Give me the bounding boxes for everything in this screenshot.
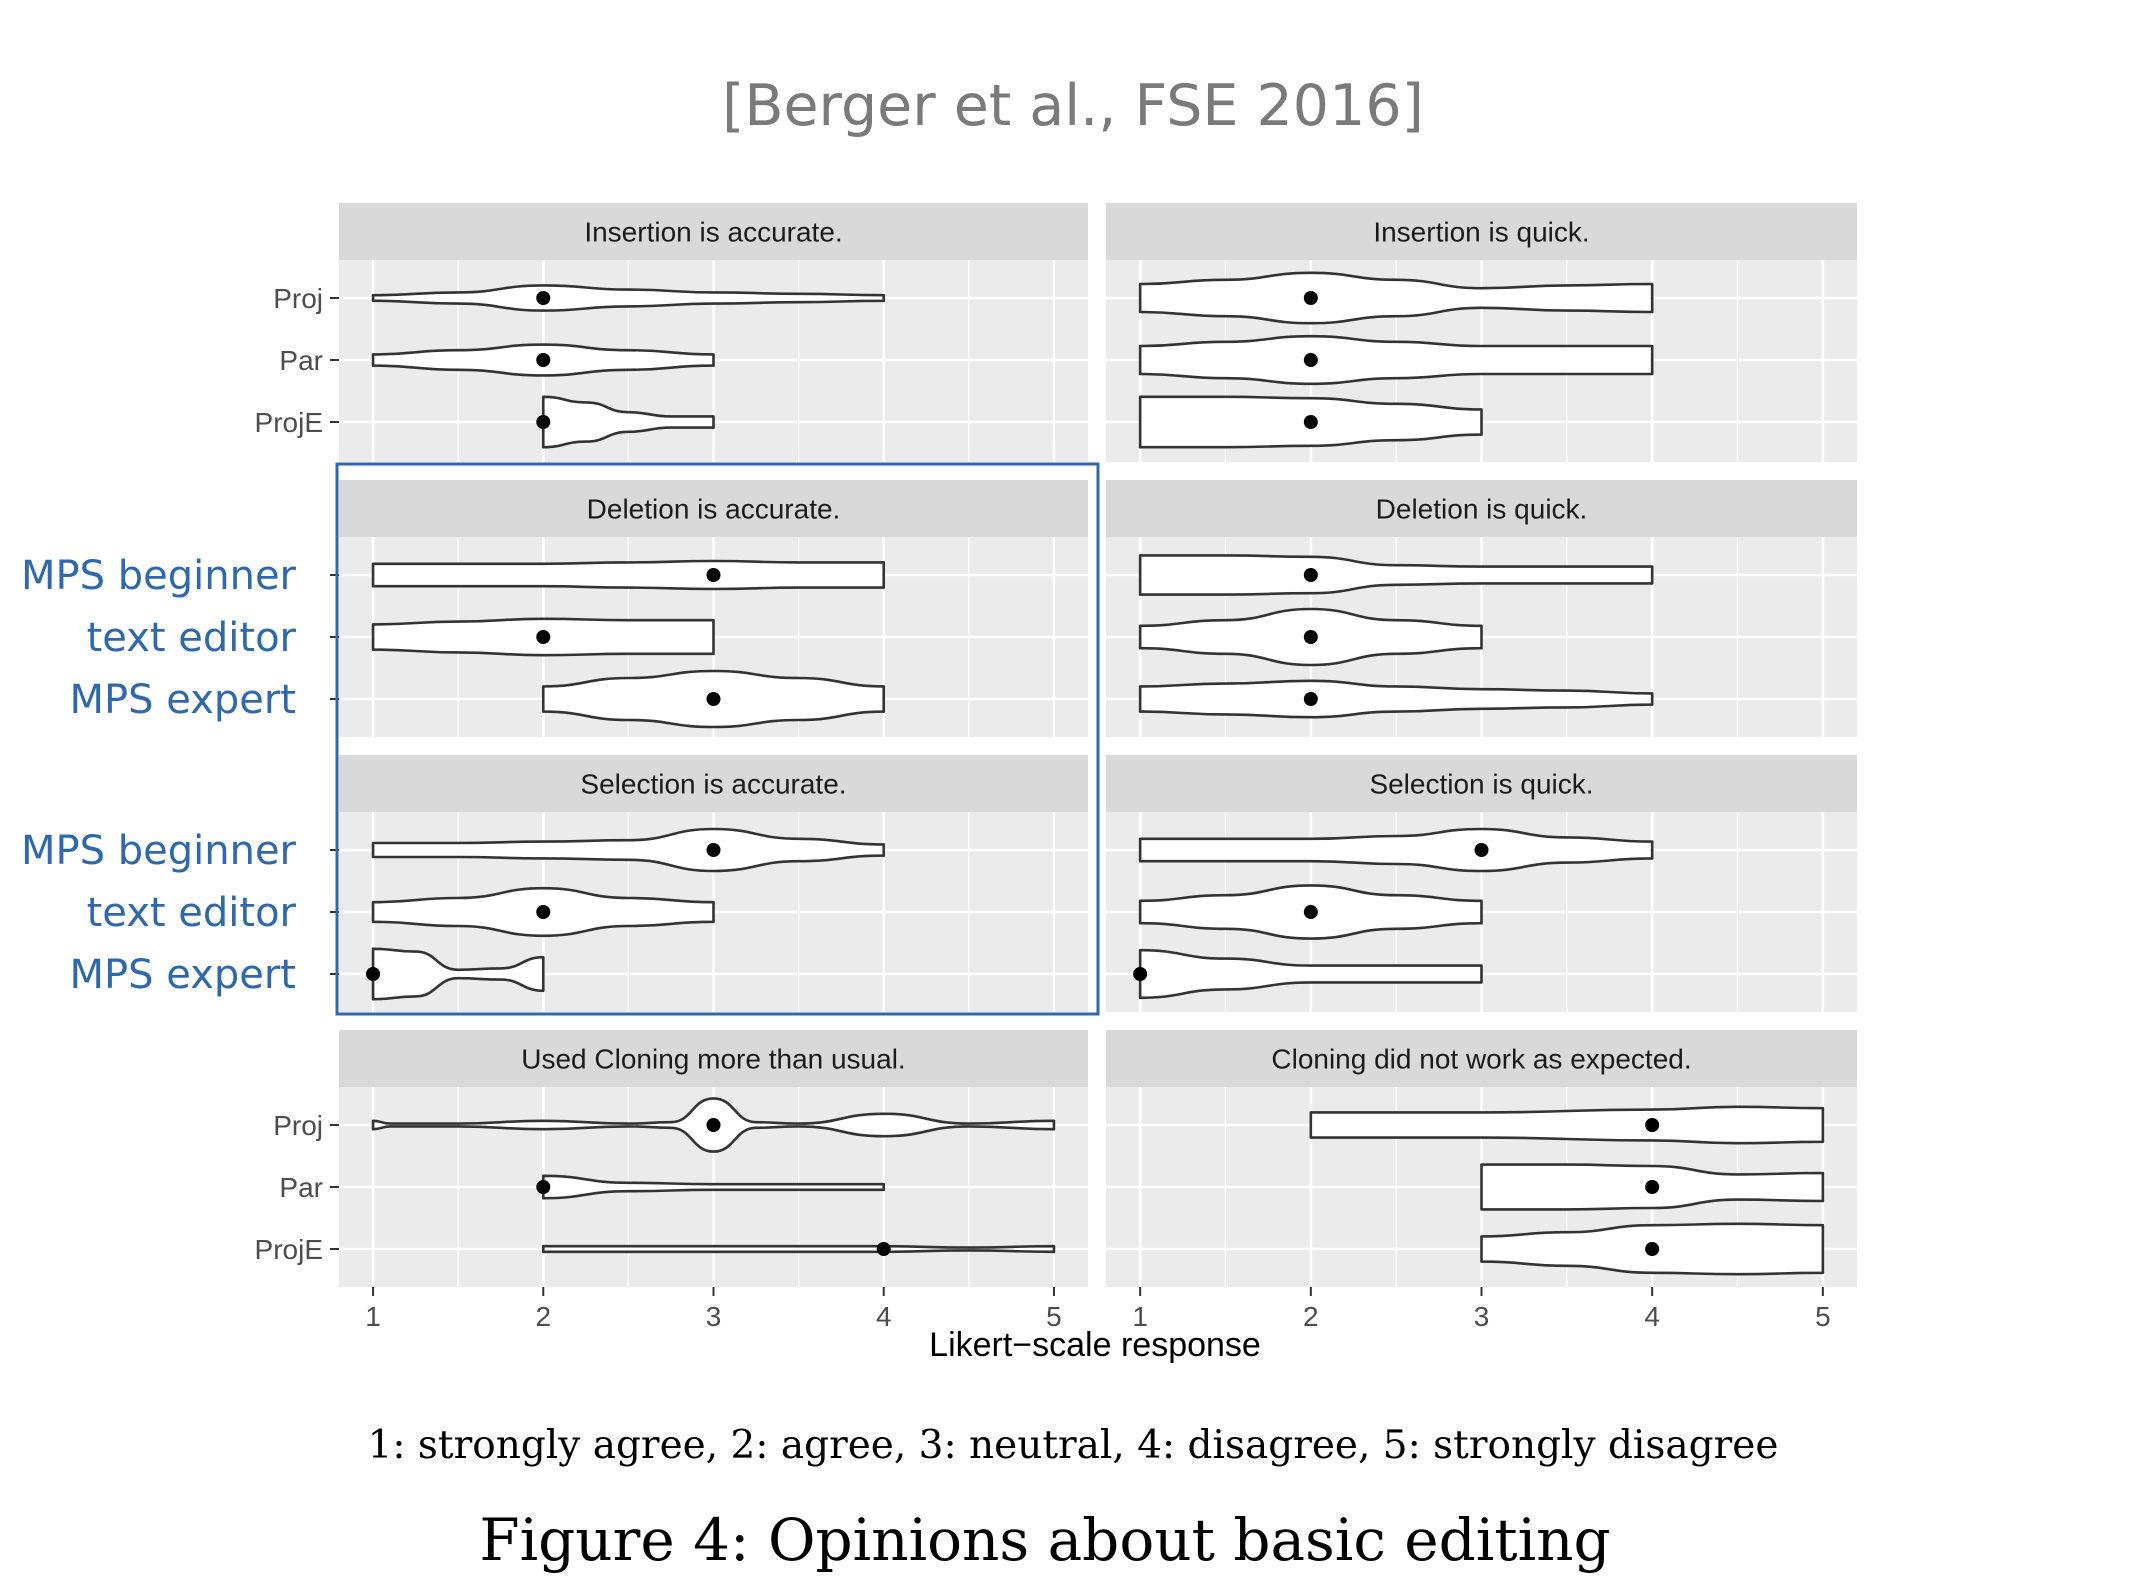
violin-proj: [371, 284, 886, 312]
group-label-text-editor: text editor: [87, 615, 297, 661]
group-label-mps-expert: MPS expert: [70, 952, 296, 998]
violin-proje: [1138, 679, 1654, 719]
median-point-proje: [876, 1242, 891, 1256]
strip-background: [1106, 755, 1857, 812]
group-label-mps-expert: MPS expert: [70, 677, 296, 723]
strip-title: Used Cloning more than usual.: [521, 1044, 905, 1075]
y-tick-label-proje: ProjE: [255, 407, 323, 438]
x-tick-label: 4: [876, 1301, 892, 1332]
median-point-proj: [536, 291, 551, 305]
violin-proj: [1138, 827, 1654, 873]
median-point-proje: [706, 692, 721, 706]
median-point-proje: [1133, 967, 1148, 981]
strip-title: Selection is quick.: [1369, 769, 1593, 800]
median-point-proj: [1303, 568, 1318, 582]
violin-proje: [541, 1244, 1056, 1254]
violin-par: [541, 1174, 886, 1200]
median-point-proje: [1303, 692, 1318, 706]
strip-title: Insertion is quick.: [1373, 217, 1589, 248]
panel-deletion-is-quick: Deletion is quick.: [1106, 480, 1857, 737]
violin-proje: [541, 395, 715, 449]
median-point-proje: [536, 415, 551, 429]
violin-proje: [1138, 948, 1483, 1000]
median-point-par: [536, 630, 551, 644]
group-annotations: MPS beginner text editor MPS expert MPS beg…: [21, 553, 297, 998]
strip-background: [1106, 203, 1857, 260]
axes: Proj Par ProjE Proj Par ProjE 1 2 3 4 5 1 2 3 4 5: [255, 283, 1831, 1332]
median-point-par: [1303, 353, 1318, 367]
y-tick-label-par: Par: [279, 1172, 323, 1203]
strip-title: Deletion is quick.: [1376, 494, 1588, 525]
median-point-par: [1303, 630, 1318, 644]
panel-selection-is-quick: Selection is quick.: [1106, 755, 1857, 1012]
median-point-par: [536, 905, 551, 919]
panel-selection-is-accurate: Selection is accurate.: [339, 755, 1088, 1012]
strip-title: Insertion is accurate.: [584, 217, 842, 248]
strip-background: [339, 755, 1088, 812]
strip-background: [339, 480, 1088, 537]
strip-title: Deletion is accurate.: [587, 494, 841, 525]
highlight-box: [335, 462, 1100, 1016]
violin-proj: [371, 827, 886, 873]
median-point-proje: [366, 967, 381, 981]
median-point-proj: [1303, 291, 1318, 305]
median-point-par: [1303, 905, 1318, 919]
x-tick-label: 3: [706, 1301, 722, 1332]
panel-deletion-is-accurate: Deletion is accurate.: [339, 480, 1088, 737]
median-point-proj: [706, 568, 721, 582]
violin-proje: [371, 947, 545, 1001]
citation: [Berger et al., FSE 2016]: [722, 73, 1424, 139]
scale-legend: 1: strongly agree, 2: agree, 3: neutral,…: [368, 1423, 1779, 1468]
facet-panels: Insertion is accurate. Insertion is quick…: [339, 203, 1857, 1287]
strip-background: [1106, 1030, 1857, 1087]
panel-insertion-is-quick: Insertion is quick.: [1106, 203, 1857, 462]
panel-used-cloning-more-than-usual: Used Cloning more than usual.: [339, 1030, 1088, 1287]
group-label-text-editor: text editor: [87, 890, 297, 936]
y-tick-label-proj: Proj: [273, 1110, 323, 1141]
median-point-proj: [706, 1118, 721, 1132]
figure-caption: Figure 4: Opinions about basic editing: [479, 1506, 1610, 1574]
x-tick-label: 2: [1303, 1301, 1319, 1332]
strip-title: Selection is accurate.: [580, 769, 846, 800]
median-point-proj: [706, 843, 721, 857]
violin-proj: [1138, 271, 1654, 325]
y-tick-label-par: Par: [279, 345, 323, 376]
median-point-par: [1645, 1180, 1660, 1194]
median-point-proj: [1474, 843, 1489, 857]
x-tick-label: 3: [1474, 1301, 1490, 1332]
median-point-proje: [1303, 415, 1318, 429]
group-label-mps-beginner: MPS beginner: [21, 553, 297, 599]
strip-background: [1106, 480, 1857, 537]
x-tick-label: 1: [365, 1301, 381, 1332]
violin-proj: [371, 559, 886, 591]
median-point-par: [536, 353, 551, 367]
strip-background: [339, 1030, 1088, 1087]
median-point-par: [536, 1180, 551, 1194]
violin-proj: [1309, 1105, 1825, 1145]
violin-proj: [1138, 554, 1654, 596]
median-point-proje: [1645, 1242, 1660, 1256]
strip-background: [339, 203, 1088, 260]
x-tick-label: 5: [1046, 1301, 1062, 1332]
panel-cloning-did-not-work-as-expected: Cloning did not work as expected.: [1106, 1030, 1857, 1287]
violin-par: [1138, 334, 1654, 386]
panel-insertion-is-accurate: Insertion is accurate.: [339, 203, 1088, 462]
x-tick-label: 1: [1132, 1301, 1148, 1332]
x-tick-label: 5: [1815, 1301, 1831, 1332]
x-tick-label: 2: [535, 1301, 551, 1332]
group-label-mps-beginner: MPS beginner: [21, 828, 297, 874]
strip-title: Cloning did not work as expected.: [1271, 1044, 1691, 1075]
x-tick-label: 4: [1644, 1301, 1660, 1332]
y-tick-label-proj: Proj: [273, 283, 323, 314]
y-tick-label-proje: ProjE: [255, 1234, 323, 1265]
median-point-proj: [1645, 1118, 1660, 1132]
x-axis-label: Likert−scale response: [929, 1326, 1261, 1364]
